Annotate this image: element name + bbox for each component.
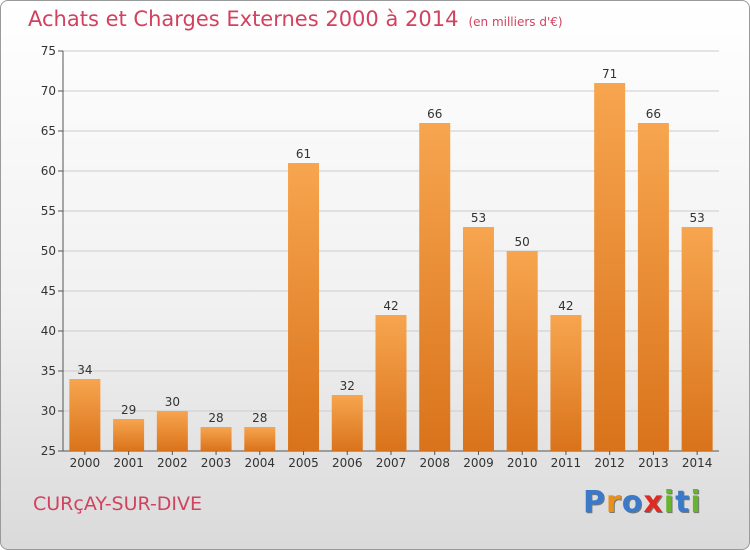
y-tick-label: 30: [41, 404, 56, 418]
bar-value-label: 32: [340, 379, 355, 393]
bar-value-label: 29: [121, 403, 136, 417]
x-tick-label: 2013: [638, 456, 669, 470]
x-tick-label: 2000: [70, 456, 101, 470]
bar-value-label: 66: [427, 107, 442, 121]
chart-unit: (en milliers d'€): [468, 15, 563, 29]
chart-title: Achats et Charges Externes 2000 à 2014 (e…: [28, 7, 563, 31]
bar: [113, 419, 145, 451]
logo-letter: x: [643, 485, 664, 520]
x-tick-label: 2012: [594, 456, 625, 470]
bar-value-label: 71: [602, 67, 617, 81]
bar: [331, 395, 363, 451]
bar: [419, 123, 451, 451]
bar: [288, 163, 320, 451]
bar: [681, 227, 713, 451]
x-tick-label: 2010: [507, 456, 538, 470]
bar: [550, 315, 582, 451]
x-tick-label: 2007: [376, 456, 407, 470]
bar-value-label: 53: [689, 211, 704, 225]
logo-letter: o: [621, 485, 644, 520]
logo-letter: i: [663, 485, 676, 520]
bar-value-label: 34: [77, 363, 92, 377]
bar: [506, 251, 538, 451]
y-tick-label: 45: [41, 284, 56, 298]
bar: [200, 427, 232, 451]
x-tick-label: 2004: [245, 456, 276, 470]
y-tick-label: 50: [41, 244, 56, 258]
x-tick-label: 2008: [419, 456, 450, 470]
bar: [156, 411, 188, 451]
bar-value-label: 30: [165, 395, 180, 409]
y-tick-label: 60: [41, 164, 56, 178]
logo-letter: r: [606, 485, 622, 520]
bar-value-label: 42: [558, 299, 573, 313]
bar-value-label: 28: [208, 411, 223, 425]
y-tick-label: 40: [41, 324, 56, 338]
x-tick-label: 2005: [288, 456, 319, 470]
bar: [69, 379, 101, 451]
y-tick-label: 65: [41, 124, 56, 138]
labels: 25 30 35 40 45 50 55 60 65 70 75 34 2000 29 2001 30 2002…: [41, 44, 713, 470]
bar-value-label: 28: [252, 411, 267, 425]
bar-value-label: 66: [646, 107, 661, 121]
logo-letter: P: [583, 485, 606, 520]
x-tick-label: 2003: [201, 456, 232, 470]
proxiti-logo: Proxiti: [583, 485, 702, 520]
x-tick-label: 2011: [551, 456, 582, 470]
y-tick-label: 55: [41, 204, 56, 218]
bar-value-label: 50: [515, 235, 530, 249]
bar-value-label: 61: [296, 147, 311, 161]
x-tick-label: 2002: [157, 456, 188, 470]
bar: [244, 427, 276, 451]
y-tick-label: 75: [41, 44, 56, 58]
x-tick-label: 2014: [682, 456, 713, 470]
x-tick-label: 2006: [332, 456, 363, 470]
x-tick-label: 2009: [463, 456, 494, 470]
x-tick-label: 2001: [113, 456, 144, 470]
bars: [69, 83, 713, 451]
bar: [375, 315, 407, 451]
y-tick-label: 70: [41, 84, 56, 98]
bar-value-label: 53: [471, 211, 486, 225]
bar: [594, 83, 626, 451]
logo-letter: t: [675, 485, 691, 520]
bar: [462, 227, 494, 451]
y-tick-label: 25: [41, 444, 56, 458]
bar-value-label: 42: [383, 299, 398, 313]
logo-letter: i: [690, 485, 702, 520]
bar: [637, 123, 669, 451]
town-name: CURçAY-SUR-DIVE: [33, 493, 203, 515]
y-tick-label: 35: [41, 364, 56, 378]
